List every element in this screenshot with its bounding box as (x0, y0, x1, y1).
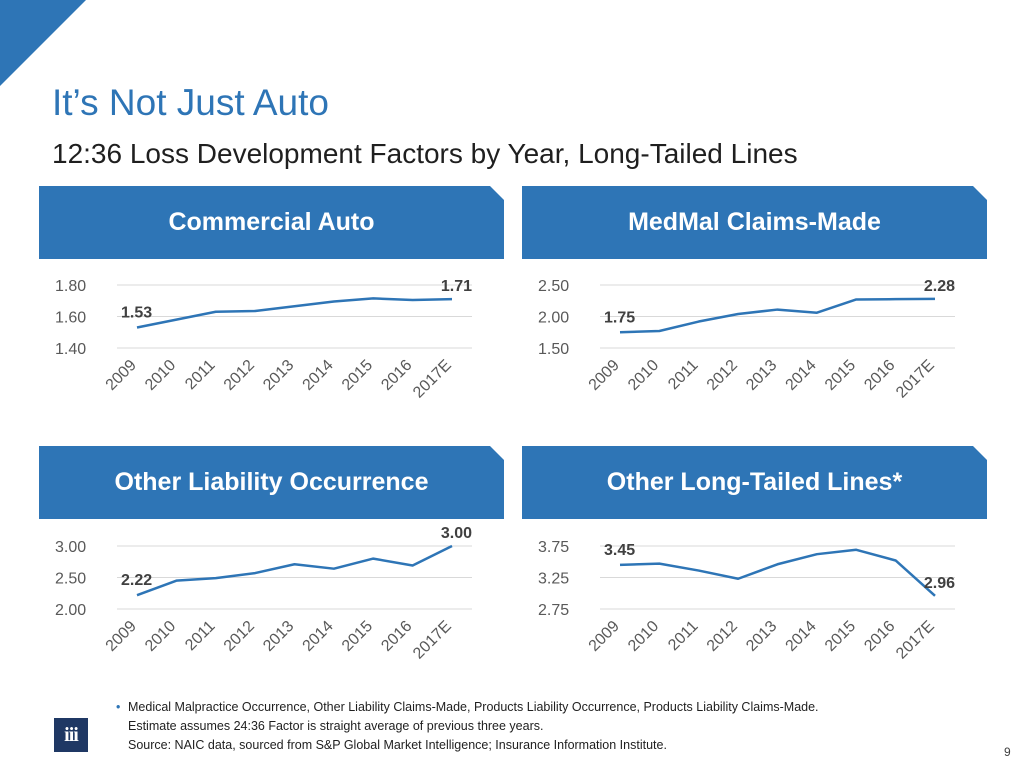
x-tick-label: 2014 (300, 357, 337, 394)
series-line (136, 297, 453, 329)
x-tick-label: 2013 (260, 618, 297, 655)
page-number: 9 (1004, 745, 1011, 759)
footnotes: • Medical Malpractice Occurrence, Other L… (116, 698, 819, 755)
y-tick-label: 3.25 (538, 571, 569, 588)
iii-logo: iii (54, 718, 88, 752)
x-tick-label: 2012 (704, 618, 741, 655)
x-tick-label: 2014 (783, 618, 820, 655)
data-label: 2.28 (924, 278, 955, 295)
x-tick-label: 2015 (339, 357, 376, 394)
commercial-auto-chart: 1.80 1.60 1.40 2009 2010 2011 2012 2013 2014 2015… (55, 278, 472, 402)
x-tick-label: 2009 (103, 357, 140, 394)
y-tick-label: 2.00 (55, 602, 86, 619)
y-tick-label: 3.75 (538, 539, 569, 556)
medmal-claims-made-title: MedMal Claims-Made (628, 208, 881, 236)
x-tick-label: 2011 (665, 357, 701, 393)
x-tick-label: 2011 (182, 357, 218, 393)
x-tick-label: 2014 (783, 357, 820, 394)
other-long-tailed-lines-title: Other Long-Tailed Lines* (606, 468, 903, 496)
x-tick-label: 2010 (625, 618, 662, 655)
x-tick-label: 2009 (103, 618, 140, 655)
data-label: 3.00 (441, 525, 472, 542)
y-tick-label: 1.80 (55, 278, 86, 295)
x-tick-label: 2014 (300, 618, 337, 655)
x-tick-label: 2010 (142, 618, 179, 655)
other-liability-occurrence-banner: Other Liability Occurrence (39, 446, 504, 519)
data-label: 1.53 (121, 305, 152, 322)
y-tick-label: 2.50 (538, 278, 569, 295)
data-label: 2.96 (924, 575, 955, 592)
footnote-text: Medical Malpractice Occurrence, Other Li… (128, 700, 819, 714)
x-tick-label: 2011 (182, 618, 218, 654)
data-label: 3.45 (604, 542, 635, 559)
x-tick-label: 2010 (625, 357, 662, 394)
footnote-estimate: Estimate assumes 24:36 Factor is straigh… (128, 719, 544, 733)
x-tick-label: 2009 (586, 357, 623, 394)
other-liability-occurrence-title: Other Liability Occurrence (114, 468, 429, 496)
x-tick-label: 2012 (221, 357, 258, 394)
commercial-auto-banner: Commercial Auto (39, 186, 504, 259)
x-tick-label: 2012 (704, 357, 741, 394)
x-tick-label: 2015 (822, 357, 859, 394)
y-tick-label: 2.50 (55, 571, 86, 588)
y-tick-label: 3.00 (55, 539, 86, 556)
commercial-auto-title: Commercial Auto (168, 208, 375, 236)
series-line (619, 297, 936, 334)
corner-triangle-decoration (0, 0, 86, 86)
data-label: 1.71 (441, 278, 472, 295)
x-tick-label: 2013 (260, 357, 297, 394)
y-tick-label: 2.75 (538, 602, 569, 619)
y-tick-label: 1.50 (538, 341, 569, 358)
medmal-claims-made-banner: MedMal Claims-Made (522, 186, 987, 259)
x-tick-label: 2013 (743, 357, 780, 394)
data-label: 1.75 (604, 309, 635, 326)
data-label: 2.22 (121, 572, 152, 589)
x-tick-label: 2011 (665, 618, 701, 654)
x-tick-label: 2017E (410, 357, 455, 402)
medmal-claims-made-chart: 2.50 2.00 1.50 2009 2010 2011 2012 2013 2014 2015… (538, 278, 955, 402)
x-tick-label: 2017E (410, 618, 455, 663)
y-tick-label: 1.40 (55, 341, 86, 358)
page-subtitle: 12:36 Loss Development Factors by Year, … (52, 138, 798, 169)
x-tick-label: 2017E (893, 357, 938, 402)
series-line (619, 548, 936, 597)
y-tick-label: 1.60 (55, 310, 86, 327)
x-tick-label: 2015 (822, 618, 859, 655)
x-tick-label: 2012 (221, 618, 258, 655)
x-tick-label: 2013 (743, 618, 780, 655)
other-long-tailed-lines-banner: Other Long-Tailed Lines* (522, 446, 987, 519)
x-tick-label: 2017E (893, 618, 938, 663)
footnote-bullet: • (116, 700, 121, 714)
x-tick-label: 2010 (142, 357, 179, 394)
x-tick-label: 2009 (586, 618, 623, 655)
other-long-tailed-lines-chart: 3.75 3.25 2.75 2009 2010 2011 2012 2013 2014 2015… (538, 539, 955, 663)
series-line (136, 544, 453, 597)
other-liability-occurrence-chart: 3.00 2.50 2.00 2009 2010 2011 2012 2013 2014 2015… (55, 525, 472, 663)
y-tick-label: 2.00 (538, 310, 569, 327)
footnote-asterisk: • Medical Malpractice Occurrence, Other L… (116, 698, 819, 717)
page-title: It’s Not Just Auto (52, 82, 329, 123)
footnote-source: Source: NAIC data, sourced from S&P Glob… (128, 738, 667, 752)
x-tick-label: 2015 (339, 618, 376, 655)
